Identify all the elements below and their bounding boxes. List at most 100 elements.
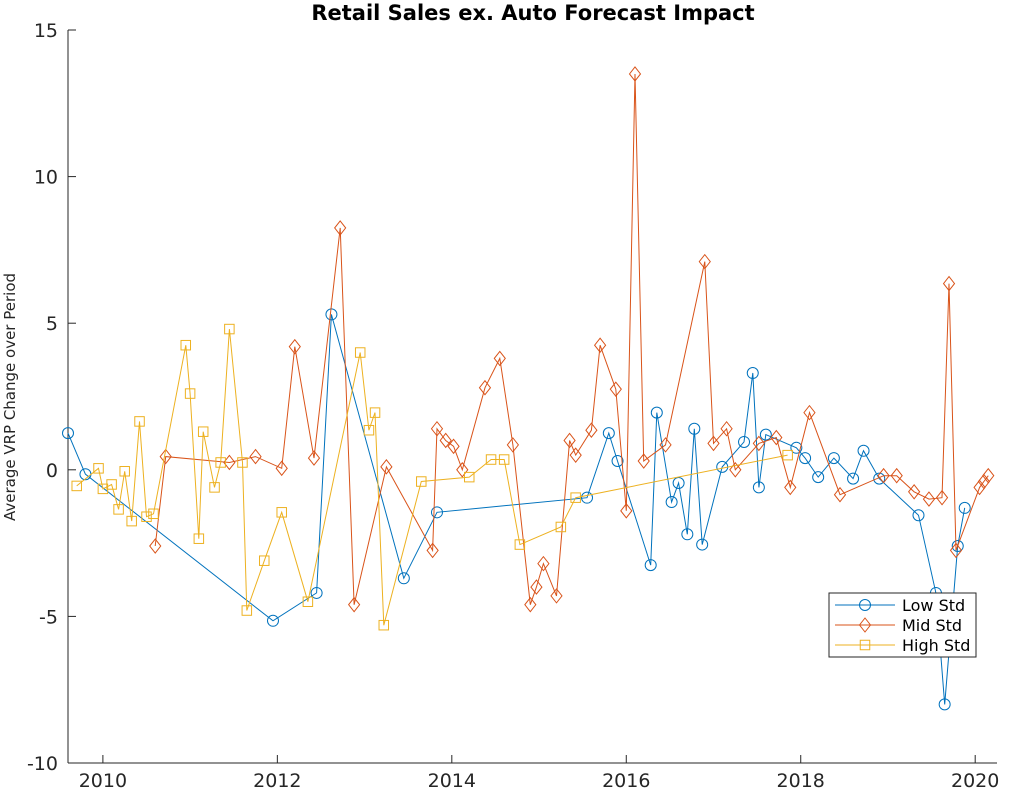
- data-point-high-std: [485, 454, 497, 465]
- data-point-mid-std: [430, 420, 444, 437]
- data-point-mid-std: [456, 461, 469, 478]
- legend-marker-high-std: [859, 639, 871, 651]
- data-point-high-std: [514, 539, 526, 550]
- data-point-mid-std: [347, 596, 361, 613]
- data-point-high-std: [197, 426, 209, 437]
- legend-label-high-std: High Std: [902, 636, 970, 655]
- data-point-low-std: [799, 452, 812, 465]
- data-point-mid-std: [563, 432, 576, 449]
- legend-marker-mid-std: [858, 617, 872, 633]
- data-point-high-std: [369, 407, 381, 418]
- data-point-high-std: [276, 507, 287, 518]
- y-tick-label: -10: [27, 753, 58, 775]
- data-point-high-std: [113, 504, 124, 515]
- data-point-low-std: [581, 491, 594, 504]
- data-point-mid-std: [977, 473, 991, 490]
- data-point-mid-std: [159, 448, 172, 465]
- x-tick-label: 2020: [951, 770, 999, 792]
- data-point-mid-std: [307, 450, 321, 466]
- data-point-high-std: [184, 388, 196, 399]
- data-point-mid-std: [249, 448, 262, 465]
- data-point-mid-std: [524, 596, 537, 613]
- data-point-mid-std: [569, 447, 582, 463]
- data-point-high-std: [555, 521, 567, 533]
- data-point-low-std: [746, 367, 759, 380]
- data-point-mid-std: [803, 404, 816, 421]
- x-tick-label: 2018: [777, 770, 825, 792]
- data-point-low-std: [644, 559, 657, 572]
- data-point-low-std: [958, 501, 971, 514]
- data-point-mid-std: [530, 579, 543, 595]
- data-point-mid-std: [833, 486, 847, 503]
- y-axis-label: Average VRP Change over Period: [1, 273, 19, 521]
- axes: -10 -5 0 5 10 15 2010 2012 2014 2016 2018 2020: [27, 20, 999, 792]
- data-point-low-std: [938, 698, 951, 711]
- data-point-high-std: [259, 555, 270, 566]
- data-point-high-std: [209, 482, 220, 493]
- data-point-high-std: [71, 480, 82, 492]
- data-point-high-std: [302, 596, 314, 607]
- data-point-low-std: [430, 506, 443, 519]
- data-point-low-std: [847, 472, 860, 485]
- data-point-low-std: [812, 471, 825, 484]
- data-point-mid-std: [659, 437, 672, 453]
- data-point-low-std: [752, 481, 765, 494]
- series-mid-std: [149, 66, 995, 613]
- data-point-mid-std: [720, 420, 733, 437]
- data-point-low-std: [738, 435, 751, 448]
- data-point-mid-std: [149, 538, 162, 554]
- legend-marker-low-std: [859, 599, 871, 611]
- data-point-mid-std: [982, 467, 995, 484]
- data-point-mid-std: [447, 438, 460, 455]
- data-point-mid-std: [439, 432, 452, 449]
- data-point-mid-std: [729, 461, 742, 478]
- data-point-mid-std: [426, 542, 439, 559]
- data-point-high-std: [141, 511, 152, 522]
- data-point-low-std: [266, 614, 279, 627]
- data-point-high-std: [93, 463, 104, 474]
- data-point-mid-std: [478, 379, 492, 396]
- data-point-high-std: [498, 454, 510, 465]
- data-point-high-std: [193, 533, 205, 544]
- data-point-low-std: [310, 586, 323, 599]
- y-tick-label: 0: [46, 460, 58, 482]
- data-point-mid-std: [275, 460, 288, 477]
- data-point-low-std: [650, 406, 663, 419]
- y-tick-label: 10: [34, 167, 58, 189]
- data-point-mid-std: [922, 491, 936, 507]
- data-point-mid-std: [907, 483, 921, 500]
- data-point-mid-std: [770, 429, 783, 446]
- series-low-std: [62, 308, 971, 711]
- data-point-mid-std: [493, 350, 506, 367]
- data-point-high-std: [224, 323, 235, 335]
- data-point-mid-std: [752, 435, 765, 452]
- data-point-mid-std: [620, 503, 633, 519]
- y-tick-label: 5: [46, 313, 58, 335]
- data-point-low-std: [951, 540, 964, 553]
- data-point-high-std: [180, 339, 192, 351]
- data-point-mid-std: [593, 337, 607, 353]
- legend-label-low-std: Low Std: [902, 596, 965, 615]
- data-point-high-std: [378, 619, 390, 631]
- data-point-low-std: [857, 444, 870, 457]
- data-point-mid-std: [973, 479, 986, 496]
- data-point-low-std: [759, 428, 772, 441]
- y-tick-label: 15: [34, 20, 58, 42]
- data-point-mid-std: [550, 588, 563, 604]
- data-point-mid-std: [609, 381, 622, 397]
- data-point-mid-std: [935, 489, 949, 506]
- data-point-high-std: [570, 492, 581, 503]
- data-point-low-std: [397, 572, 410, 585]
- data-point-mid-std: [288, 338, 301, 355]
- data-point-mid-std: [877, 467, 890, 484]
- chart-title: Retail Sales ex. Auto Forecast Impact: [311, 1, 754, 25]
- x-tick-label: 2012: [253, 770, 301, 792]
- data-point-low-std: [912, 509, 925, 522]
- data-point-mid-std: [506, 437, 520, 453]
- data-point-low-std: [602, 427, 615, 440]
- data-point-mid-std: [942, 275, 956, 292]
- y-tick-label: -5: [39, 606, 58, 628]
- data-point-high-std: [106, 479, 117, 490]
